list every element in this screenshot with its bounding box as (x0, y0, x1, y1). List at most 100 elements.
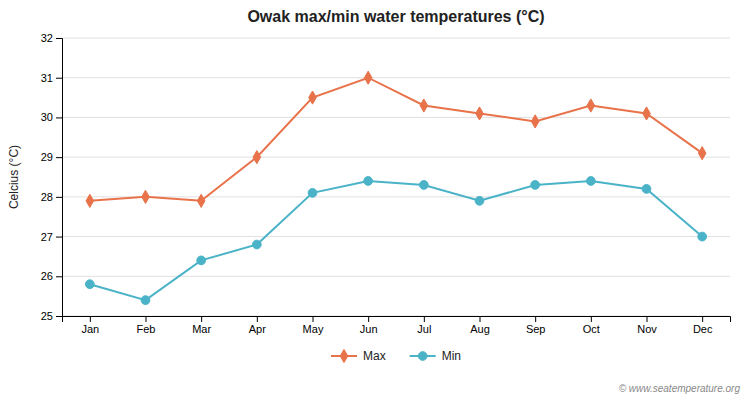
series-marker (197, 194, 205, 207)
grid-line (62, 38, 730, 39)
y-tick: 29 (41, 151, 62, 163)
legend-label: Max (363, 349, 386, 363)
y-tick-mark (56, 38, 62, 39)
series-marker (642, 185, 651, 194)
marks (85, 71, 706, 304)
x-tick-mark (368, 316, 369, 322)
y-tick-mark (56, 316, 62, 317)
series-marker (698, 232, 707, 241)
x-tick: Apr (249, 316, 266, 335)
y-tick-label: 25 (41, 310, 53, 322)
x-tick-mark (257, 316, 258, 322)
series-marker (475, 196, 484, 205)
series-marker (364, 71, 372, 84)
y-tick: 30 (41, 111, 62, 123)
y-tick-mark (56, 237, 62, 238)
x-tick: Nov (637, 316, 657, 335)
series-marker (85, 280, 94, 289)
x-tick: Jan (81, 316, 99, 335)
x-tick: May (303, 316, 324, 335)
series-marker (86, 194, 94, 207)
y-tick: 26 (41, 270, 62, 282)
series-marker (476, 107, 484, 120)
y-tick: 31 (41, 72, 62, 84)
series-marker (141, 296, 150, 305)
annotation: © www.seatemperature.org (619, 383, 741, 394)
x-tick: Sep (526, 316, 546, 335)
x-tick-label: Dec (693, 323, 713, 335)
series-marker (420, 99, 428, 112)
y-tick: 25 (41, 310, 62, 322)
series-marker (531, 181, 540, 190)
x-tick: Mar (192, 316, 211, 335)
x-tick-mark (647, 316, 648, 322)
series-marker (364, 177, 373, 186)
x-tick: Dec (693, 316, 713, 335)
y-tick-label: 29 (41, 151, 53, 163)
series-marker (698, 147, 706, 160)
x-tick: Jun (360, 316, 378, 335)
series-marker (586, 177, 595, 186)
chart-title: Owak max/min water temperatures (°C) (247, 8, 544, 25)
legend-swatch-marker (418, 352, 427, 361)
x-tick-mark (702, 316, 703, 322)
y-tick-mark (56, 157, 62, 158)
chart-svg: Jan Feb Mar Apr May Jun Jul Aug Sep Oct Nov Dec 25 26… (0, 0, 750, 400)
series-line (90, 181, 702, 300)
y-tick-mark (56, 78, 62, 79)
series-marker (587, 99, 595, 112)
x-tick: Jul (417, 316, 431, 335)
series-marker (252, 240, 261, 249)
series-marker (308, 189, 317, 198)
grid-line (62, 157, 730, 158)
x-axis: Jan Feb Mar Apr May Jun Jul Aug Sep Oct Nov Dec (63, 316, 731, 335)
grid-line (62, 236, 730, 237)
x-tick-label: Mar (192, 323, 211, 335)
x-tick-label: Jun (360, 323, 378, 335)
series-marker (419, 181, 428, 190)
x-tick-label: Jan (81, 323, 99, 335)
x-tick-mark (313, 316, 314, 322)
x-tick-label: Sep (526, 323, 546, 335)
chart-container: Jan Feb Mar Apr May Jun Jul Aug Sep Oct Nov Dec 25 26… (0, 0, 750, 400)
legend-swatch-marker (340, 349, 348, 362)
y-tick-label: 27 (41, 231, 53, 243)
y-tick: 32 (41, 32, 62, 44)
x-tick-mark (201, 316, 202, 322)
x-tick-label: Nov (637, 323, 657, 335)
x-tick: Feb (137, 316, 156, 335)
grid-line (62, 117, 730, 118)
x-axis-line (63, 317, 731, 323)
y-tick-mark (56, 276, 62, 277)
y-axis-line (56, 39, 63, 317)
series-marker (643, 107, 651, 120)
legend-item: Min (410, 349, 461, 363)
grid (62, 38, 730, 316)
series-marker (531, 115, 539, 128)
x-tick-mark (424, 316, 425, 322)
x-tick-mark (480, 316, 481, 322)
x-tick: Aug (470, 316, 490, 335)
plot-area: Jan Feb Mar Apr May Jun Jul Aug Sep Oct Nov Dec 25 26… (41, 32, 731, 335)
series-marker (197, 256, 206, 265)
x-tick-mark (146, 316, 147, 322)
x-tick-mark (591, 316, 592, 322)
x-tick-label: Aug (470, 323, 490, 335)
y-tick: 27 (41, 231, 62, 243)
y-tick-label: 26 (41, 270, 53, 282)
x-tick-mark (535, 316, 536, 322)
y-tick: 28 (41, 191, 62, 203)
y-tick-label: 32 (41, 32, 53, 44)
y-axis-title: Celcius (°C) (7, 145, 21, 209)
legend: Max Min (331, 349, 461, 363)
y-axis: 25 26 27 28 29 30 31 32 (41, 32, 63, 322)
x-tick-label: Apr (249, 323, 266, 335)
y-tick-label: 28 (41, 191, 53, 203)
x-tick-label: Feb (137, 323, 156, 335)
legend-label: Min (442, 349, 461, 363)
y-tick-label: 30 (41, 111, 53, 123)
legend-item: Max (331, 349, 386, 363)
x-tick-mark (90, 316, 91, 322)
y-tick-label: 31 (41, 72, 53, 84)
x-tick: Oct (583, 316, 600, 335)
